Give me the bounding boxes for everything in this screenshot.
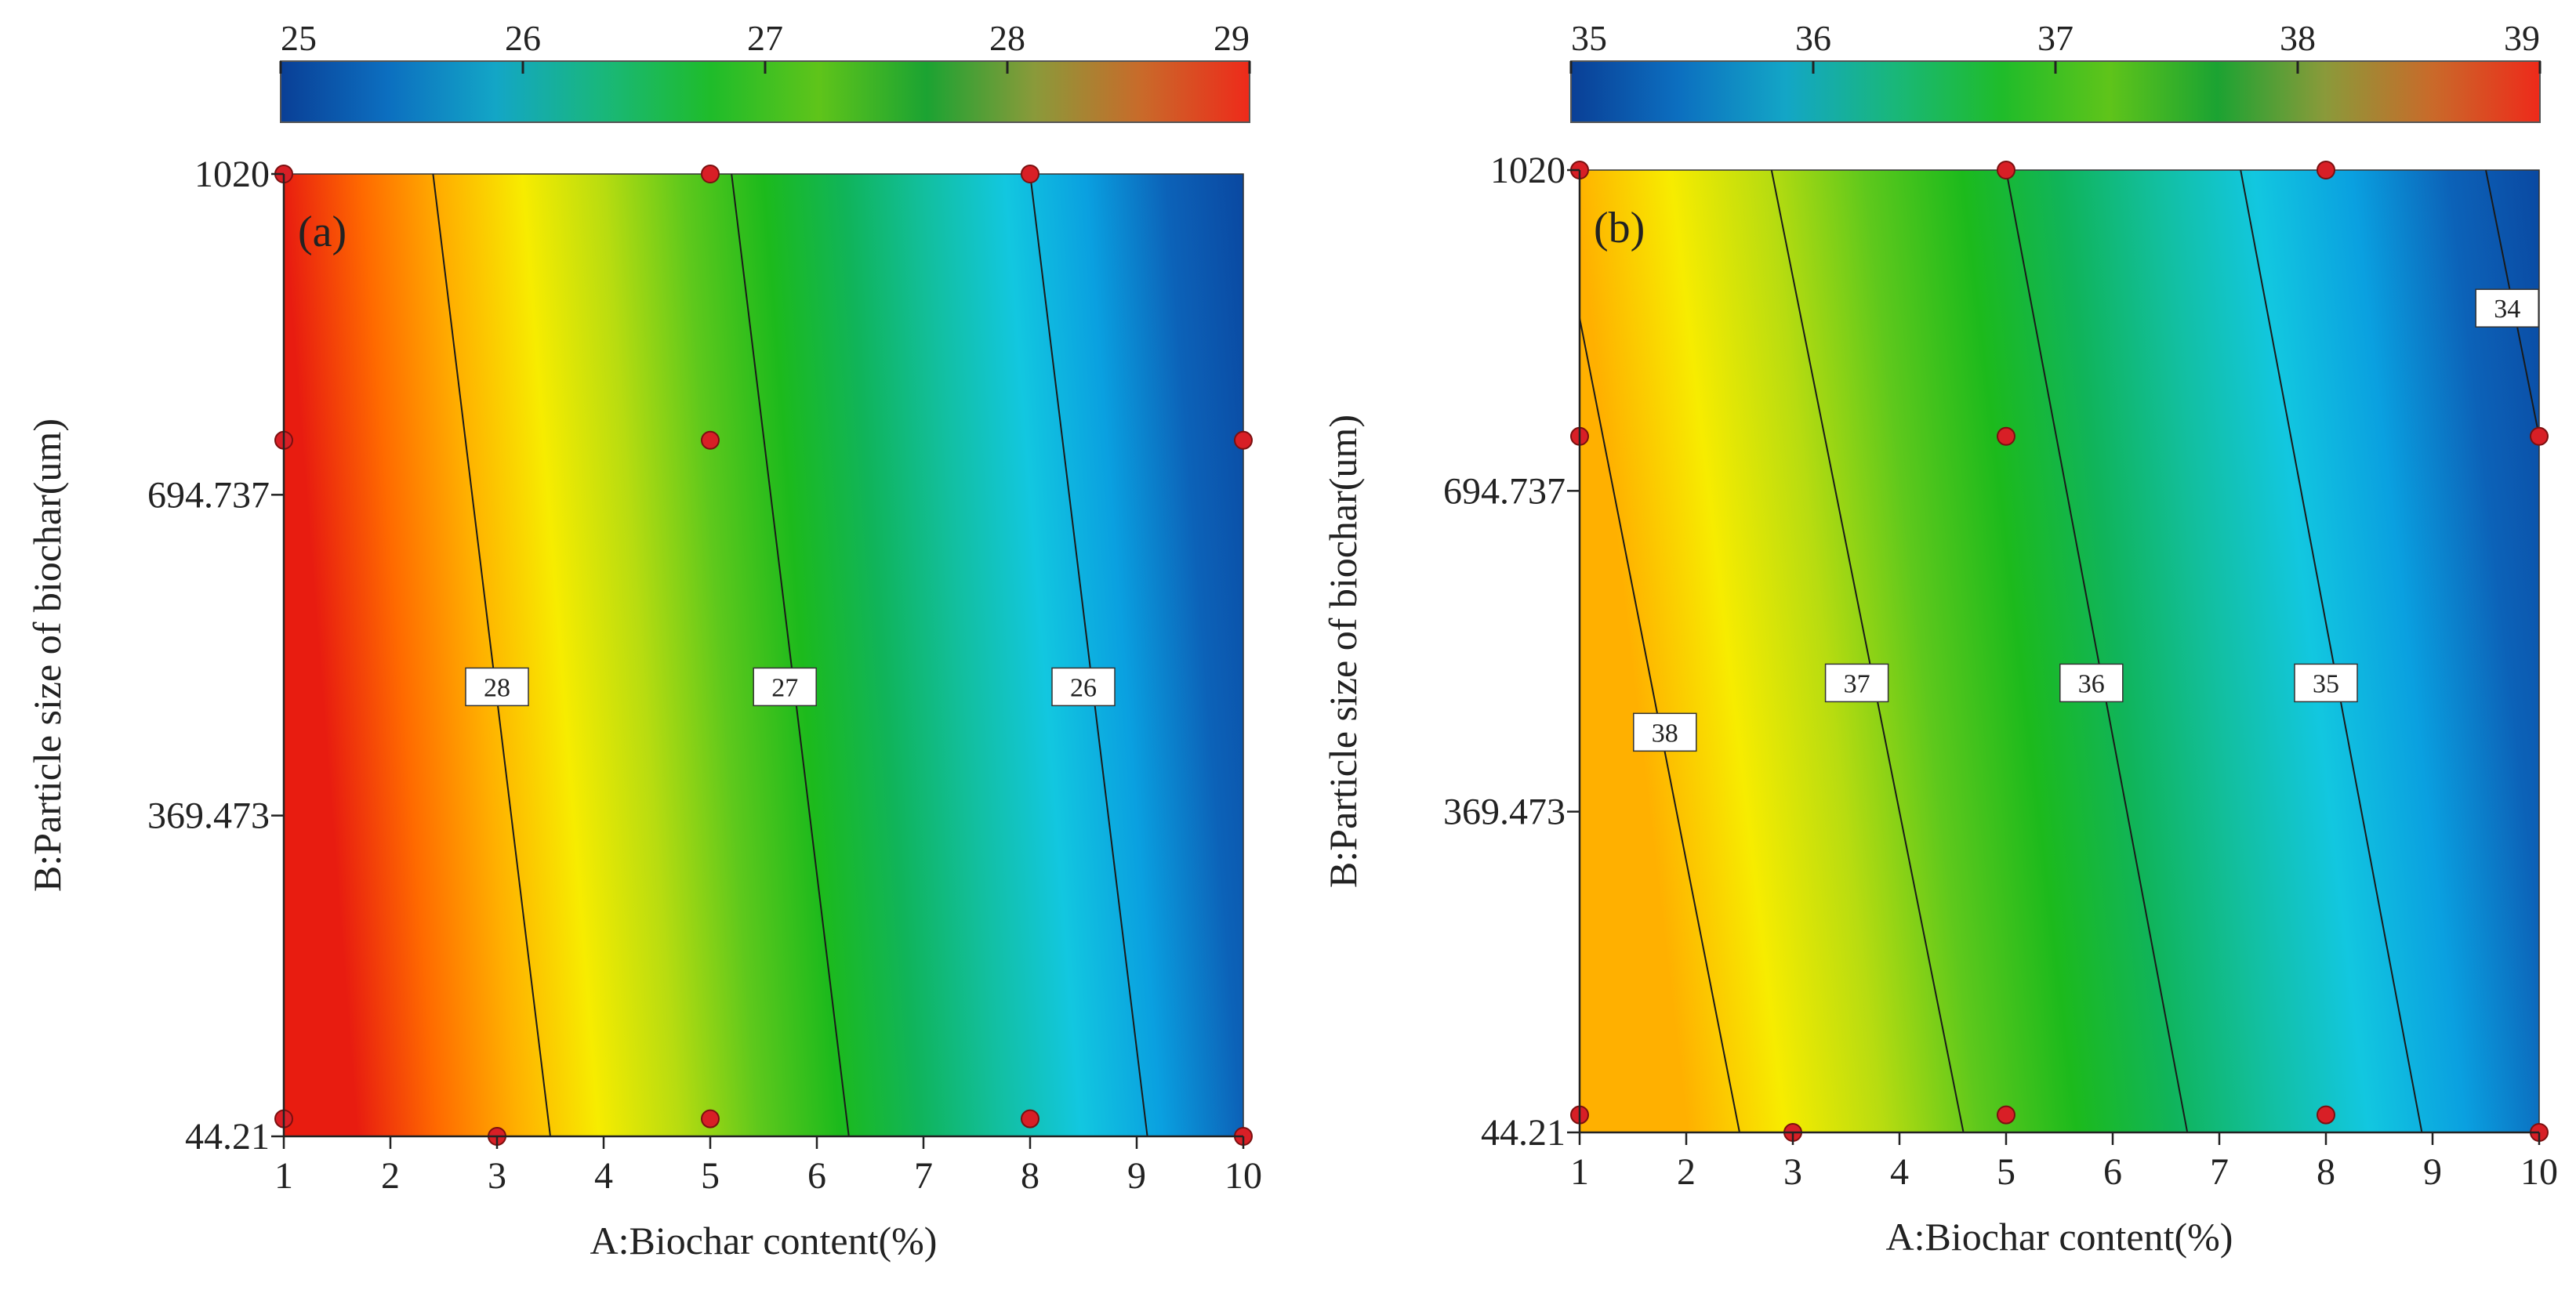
contour-label: 34 [2494,295,2520,324]
x-axis-title: A:Biochar content(%) [590,1219,938,1263]
x-tick-label: 5 [701,1155,720,1197]
colorbar-tick-label: 39 [2504,18,2540,58]
x-tick-label: 8 [2317,1151,2335,1193]
contour-line-28 [432,173,551,1137]
contour-label-box [1824,663,1889,703]
design-point [701,430,720,450]
x-tick-label: 4 [594,1155,613,1197]
x-tick-label: 7 [2210,1151,2229,1193]
colorbar-tick-label: 36 [1795,18,1831,58]
y-tick-label: 44.21 [1481,1112,1566,1154]
x-tick-label: 3 [488,1155,506,1197]
contour-label: 36 [2078,669,2105,698]
contour-line-26 [1029,173,1148,1137]
x-tick-label: 1 [1570,1151,1589,1193]
x-tick-label: 10 [1225,1155,1262,1197]
contour-label: 27 [771,673,798,702]
x-tick-label: 9 [2423,1151,2442,1193]
y-axis: 44.21 369.473 694.737 1020 B:Particle size o… [25,154,285,1158]
colorbar: 25 26 27 28 29 [279,18,1251,123]
design-point [1997,161,2015,179]
design-point [2317,161,2335,179]
contour-label: 37 [1844,669,1870,698]
x-tick-label: 1 [274,1155,293,1197]
contour-label-box [2294,663,2358,703]
contour-label: 38 [1652,719,1678,748]
colorbar-tick-label: 25 [281,18,317,58]
contour-line-37 [1770,169,1965,1133]
x-tick-label: 9 [1127,1155,1146,1197]
contour-label-box [465,667,529,707]
x-tick-label: 5 [1997,1151,2015,1193]
x-axis: 1 2 3 4 5 6 7 8 9 10 A:Biochar content(%) [1570,1131,2558,1259]
colorbar-tick-label: 35 [1571,18,1607,58]
panel-label: (b) [1594,204,1645,252]
contour-label: 26 [1070,673,1097,702]
design-point [1997,426,2015,446]
contour-line-36 [2005,169,2189,1133]
x-tick-label: 10 [2520,1151,2558,1193]
x-tick-label: 7 [914,1155,933,1197]
y-tick-label: 369.473 [147,795,270,837]
contour-label-box [1633,712,1697,752]
colorbar-tick-label: 29 [1214,18,1250,58]
design-point [701,165,720,183]
y-tick-label: 44.21 [185,1116,270,1158]
x-tick-label: 8 [1021,1155,1039,1197]
colorbar-tick-label: 28 [989,18,1025,58]
design-point [1234,430,1253,450]
colorbar-tick-label: 27 [747,18,783,58]
y-tick-label: 1020 [194,154,270,195]
y-axis-title: B:Particle size of biochar(um) [25,418,69,892]
panel-label: (a) [298,208,346,256]
contour-label-box [2475,288,2539,328]
design-point [2317,1105,2335,1125]
response-surface-field [284,174,1243,1136]
design-point [1021,1109,1039,1129]
x-tick-label: 4 [1890,1151,1909,1193]
contour-panel-a: 25 26 27 28 29 28 27 26 (a) 1 2 3 4 5 6 7 8 9 10 A:Biochar … [25,18,1262,1263]
colorbar-tick-label: 37 [2037,18,2073,58]
y-axis-title: B:Particle size of biochar(um) [1321,415,1365,888]
design-point [701,1109,720,1129]
contour-line-27 [731,173,850,1137]
contour-label: 28 [484,673,510,702]
response-surface-field [1580,170,2539,1132]
contour-line-35 [2240,169,2423,1133]
design-point [1021,165,1039,183]
colorbar-tick-label: 38 [2280,18,2316,58]
y-tick-label: 1020 [1490,150,1566,191]
contour-label-box [2059,663,2124,703]
x-tick-label: 6 [807,1155,826,1197]
y-tick-label: 694.737 [147,474,270,516]
design-point [1997,1105,2015,1125]
colorbar-tick-label: 26 [505,18,541,58]
x-tick-label: 2 [1677,1151,1696,1193]
y-axis: 44.21 369.473 694.737 1020 B:Particle size o… [1321,150,1581,1154]
contour-label-box [1051,667,1116,707]
y-tick-label: 694.737 [1443,470,1566,512]
x-tick-label: 3 [1783,1151,1802,1193]
x-axis: 1 2 3 4 5 6 7 8 9 10 A:Biochar content(%) [274,1135,1262,1263]
x-axis-title: A:Biochar content(%) [1886,1215,2233,1259]
x-tick-label: 6 [2103,1151,2122,1193]
contour-label: 35 [2313,669,2339,698]
colorbar: 35 36 37 38 39 [1569,18,2542,123]
y-tick-label: 369.473 [1443,792,1566,833]
design-point [2530,426,2549,446]
x-tick-label: 2 [381,1155,400,1197]
contour-label-box [753,667,817,707]
